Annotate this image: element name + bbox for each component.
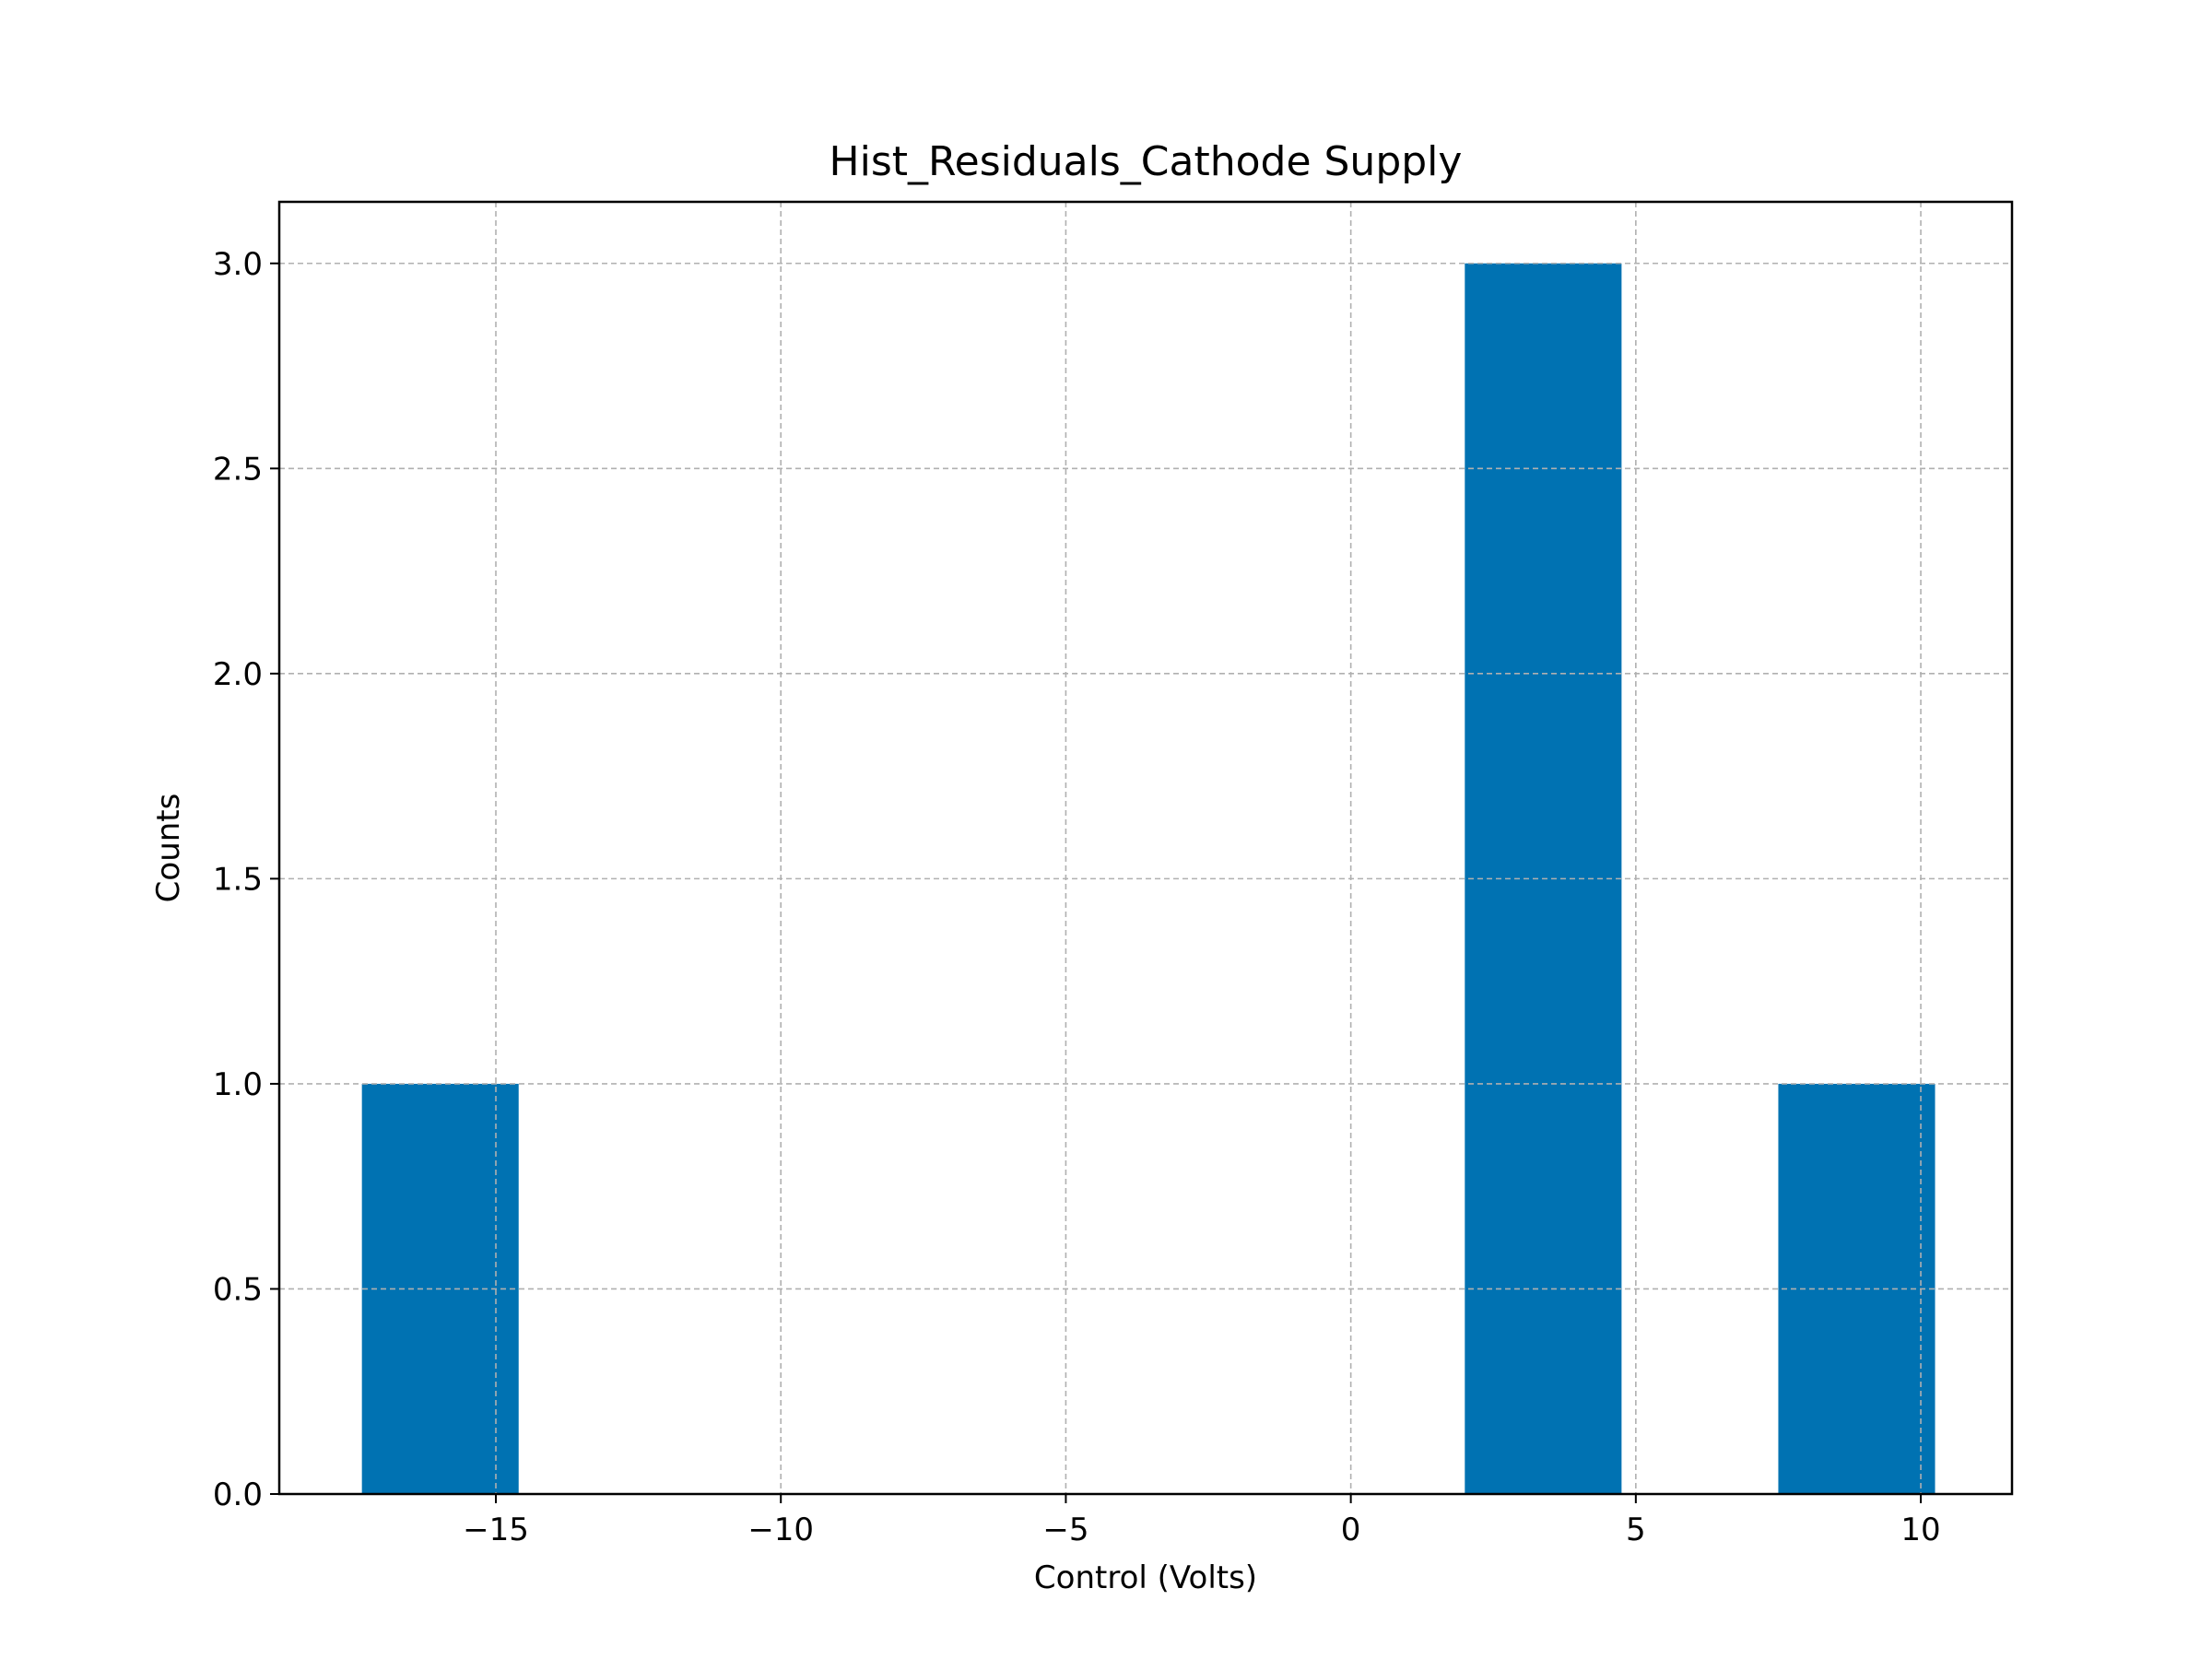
y-tick-label: 3.0 — [213, 246, 263, 283]
plot-frame — [277, 200, 2014, 1496]
y-tick-label: 1.0 — [213, 1066, 263, 1103]
x-axis-ticks: −15 −10 −5 0 5 10 — [463, 1494, 1941, 1548]
y-tick-label: 2.5 — [213, 451, 263, 488]
y-axis-ticks: 0.0 0.5 1.0 1.5 2.0 2.5 3.0 — [213, 246, 279, 1513]
y-tick-label: 0.5 — [213, 1271, 263, 1308]
y-tick-label: 0.0 — [213, 1477, 263, 1513]
x-tick-label: 5 — [1626, 1512, 1646, 1548]
x-tick-label: −5 — [1042, 1512, 1088, 1548]
x-axis-label: Control (Volts) — [1034, 1559, 1257, 1596]
y-tick-label: 1.5 — [213, 861, 263, 898]
y-tick-label: 2.0 — [213, 656, 263, 693]
x-tick-label: 0 — [1341, 1512, 1361, 1548]
x-tick-label: −15 — [463, 1512, 529, 1548]
chart-title: Hist_Residuals_Cathode Supply — [830, 138, 1463, 185]
x-tick-label: 10 — [1900, 1512, 1940, 1548]
y-axis-label: Counts — [150, 794, 187, 903]
x-tick-label: −10 — [747, 1512, 814, 1548]
